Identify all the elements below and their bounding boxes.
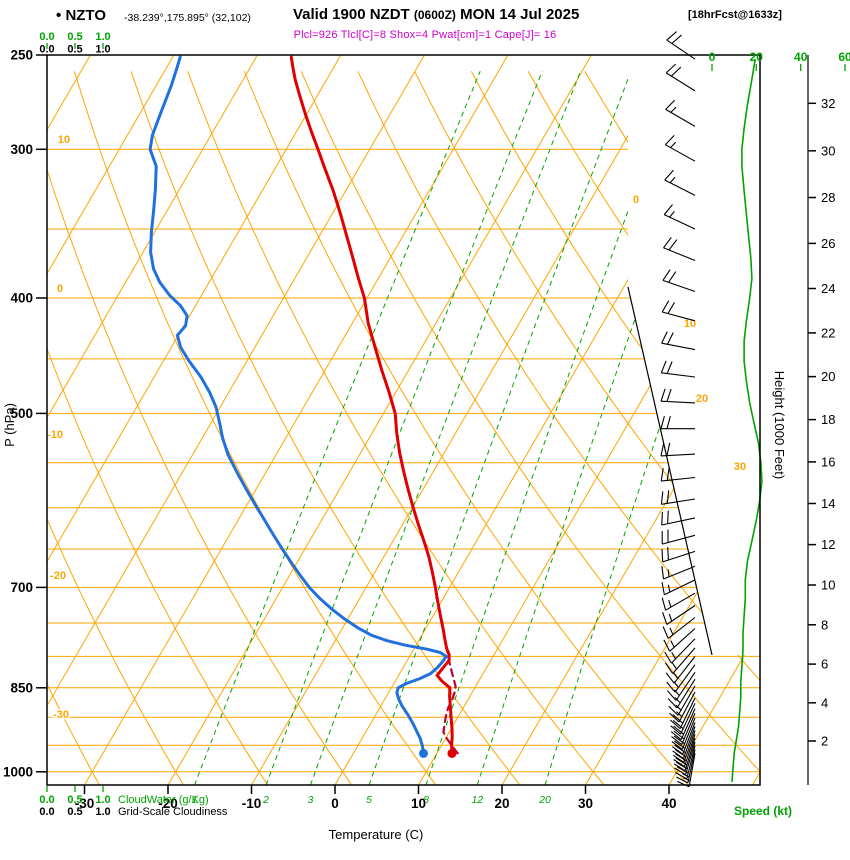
svg-text:6: 6: [821, 657, 828, 672]
svg-text:3: 3: [307, 794, 313, 806]
svg-text:2: 2: [821, 734, 828, 749]
svg-text:-30: -30: [75, 796, 95, 811]
svg-text:12: 12: [471, 794, 483, 806]
svg-text:28: 28: [821, 190, 835, 205]
svg-text:26: 26: [821, 236, 835, 251]
svg-text:850: 850: [10, 680, 33, 695]
parcel-curve: [442, 648, 459, 755]
valid-label: Valid 1900 NZDT: [293, 6, 410, 23]
plot-border: [46, 54, 761, 786]
svg-text:1.0: 1.0: [95, 794, 110, 806]
mixing-ratio-lines: [194, 71, 760, 785]
speed-scale: 0 20 40 60 Speed (kt): [709, 50, 850, 818]
svg-text:0.0: 0.0: [39, 806, 54, 818]
svg-text:30: 30: [578, 796, 593, 811]
svg-text:20: 20: [750, 50, 764, 64]
svg-text:500: 500: [10, 406, 33, 421]
svg-text:4: 4: [821, 695, 828, 710]
svg-text:1.0: 1.0: [95, 31, 110, 43]
station-name: NZTO: [65, 7, 106, 24]
svg-text:60: 60: [838, 50, 850, 64]
speed-curve: [731, 58, 763, 783]
svg-text:0.5: 0.5: [67, 31, 82, 43]
plot-cut-line: [627, 286, 713, 656]
svg-text:40: 40: [794, 50, 808, 64]
svg-text:0: 0: [331, 796, 339, 811]
svg-text:18: 18: [821, 412, 835, 427]
dewpoint-curve: [148, 55, 448, 755]
svg-text:30: 30: [821, 143, 835, 158]
zulu-time: (0600Z): [413, 8, 456, 22]
svg-text:8: 8: [423, 794, 429, 806]
pressure-axis-title: P (hPa): [2, 403, 17, 447]
svg-text:20: 20: [494, 796, 509, 811]
svg-text:400: 400: [10, 291, 33, 306]
svg-text:1000: 1000: [3, 764, 33, 779]
surface-dewpoint-dot: [419, 748, 428, 758]
svg-text:-10: -10: [242, 796, 262, 811]
svg-text:2: 2: [262, 794, 269, 806]
svg-text:1: 1: [192, 794, 198, 806]
svg-text:10: 10: [411, 796, 426, 811]
sounding-parameters: Plcl=926 Tlcl[C]=8 Shox=4 Pwat[cm]=1 Cap…: [293, 29, 557, 41]
svg-text:14: 14: [821, 496, 835, 511]
svg-text:300: 300: [10, 142, 33, 157]
wind-barbs: [660, 31, 696, 788]
valid-time-title: Valid 1900 NZDT (0600Z) MON 14 Jul 2025: [293, 6, 579, 23]
svg-text:1.0: 1.0: [95, 806, 110, 818]
svg-text:0.5: 0.5: [67, 44, 82, 56]
station-bullet-icon: •: [56, 7, 62, 24]
station-coordinates: -38.239°,175.895° (32,102): [124, 12, 251, 24]
pressure-axis: 250 300 400 500 700 850 1000 P (hPa): [2, 48, 47, 779]
svg-text:12: 12: [821, 537, 835, 552]
svg-text:10: 10: [821, 578, 835, 593]
svg-text:0.0: 0.0: [39, 31, 54, 43]
svg-text:-10: -10: [47, 429, 63, 441]
valid-date: MON 14 Jul 2025: [460, 6, 580, 23]
svg-text:0.5: 0.5: [67, 794, 82, 806]
svg-text:20: 20: [696, 393, 708, 405]
svg-text:20: 20: [538, 794, 551, 806]
station-title: • NZTO: [56, 7, 106, 24]
svg-text:40: 40: [661, 796, 676, 811]
svg-text:250: 250: [10, 48, 33, 63]
svg-text:0: 0: [57, 283, 63, 295]
svg-text:0: 0: [709, 50, 716, 64]
svg-text:30: 30: [734, 461, 746, 473]
forecast-hour-label: [18hrFcst@1633z]: [688, 9, 782, 21]
surface-temperature-dot: [447, 748, 457, 758]
cloudiness-label: Grid-Scale Cloudiness: [118, 806, 228, 818]
mixing-ratio-labels: 1 2 3 5 8 12 20: [190, 793, 552, 808]
svg-text:10: 10: [58, 134, 70, 146]
svg-text:20: 20: [821, 369, 835, 384]
temperature-axis: -30 -20 -10 0 10 20 30 40 Temperature (C): [75, 785, 677, 842]
svg-text:16: 16: [821, 454, 835, 469]
svg-text:0: 0: [633, 194, 639, 206]
height-axis-title: Height (1000 Feet): [772, 371, 787, 479]
svg-text:5: 5: [366, 794, 372, 806]
svg-text:0.0: 0.0: [39, 44, 54, 56]
speed-axis-title: Speed (kt): [734, 804, 792, 818]
svg-text:-20: -20: [158, 796, 178, 811]
svg-text:-30: -30: [53, 709, 69, 721]
svg-text:0.0: 0.0: [39, 794, 54, 806]
cloudwater-label: CloudWater (g/Kg): [118, 794, 209, 806]
svg-text:32: 32: [821, 96, 835, 111]
svg-text:24: 24: [821, 281, 835, 296]
svg-text:700: 700: [10, 580, 33, 595]
svg-text:8: 8: [821, 617, 828, 632]
temperature-curve: [289, 55, 454, 755]
svg-text:1.0: 1.0: [95, 44, 110, 56]
svg-text:0.5: 0.5: [67, 806, 82, 818]
temperature-axis-title: Temperature (C): [329, 827, 424, 842]
svg-text:22: 22: [821, 325, 835, 340]
cloud-scales: 0.00.00.00.00.50.50.50.51.01.01.01.0Clou…: [39, 31, 228, 818]
svg-text:-20: -20: [50, 570, 66, 582]
